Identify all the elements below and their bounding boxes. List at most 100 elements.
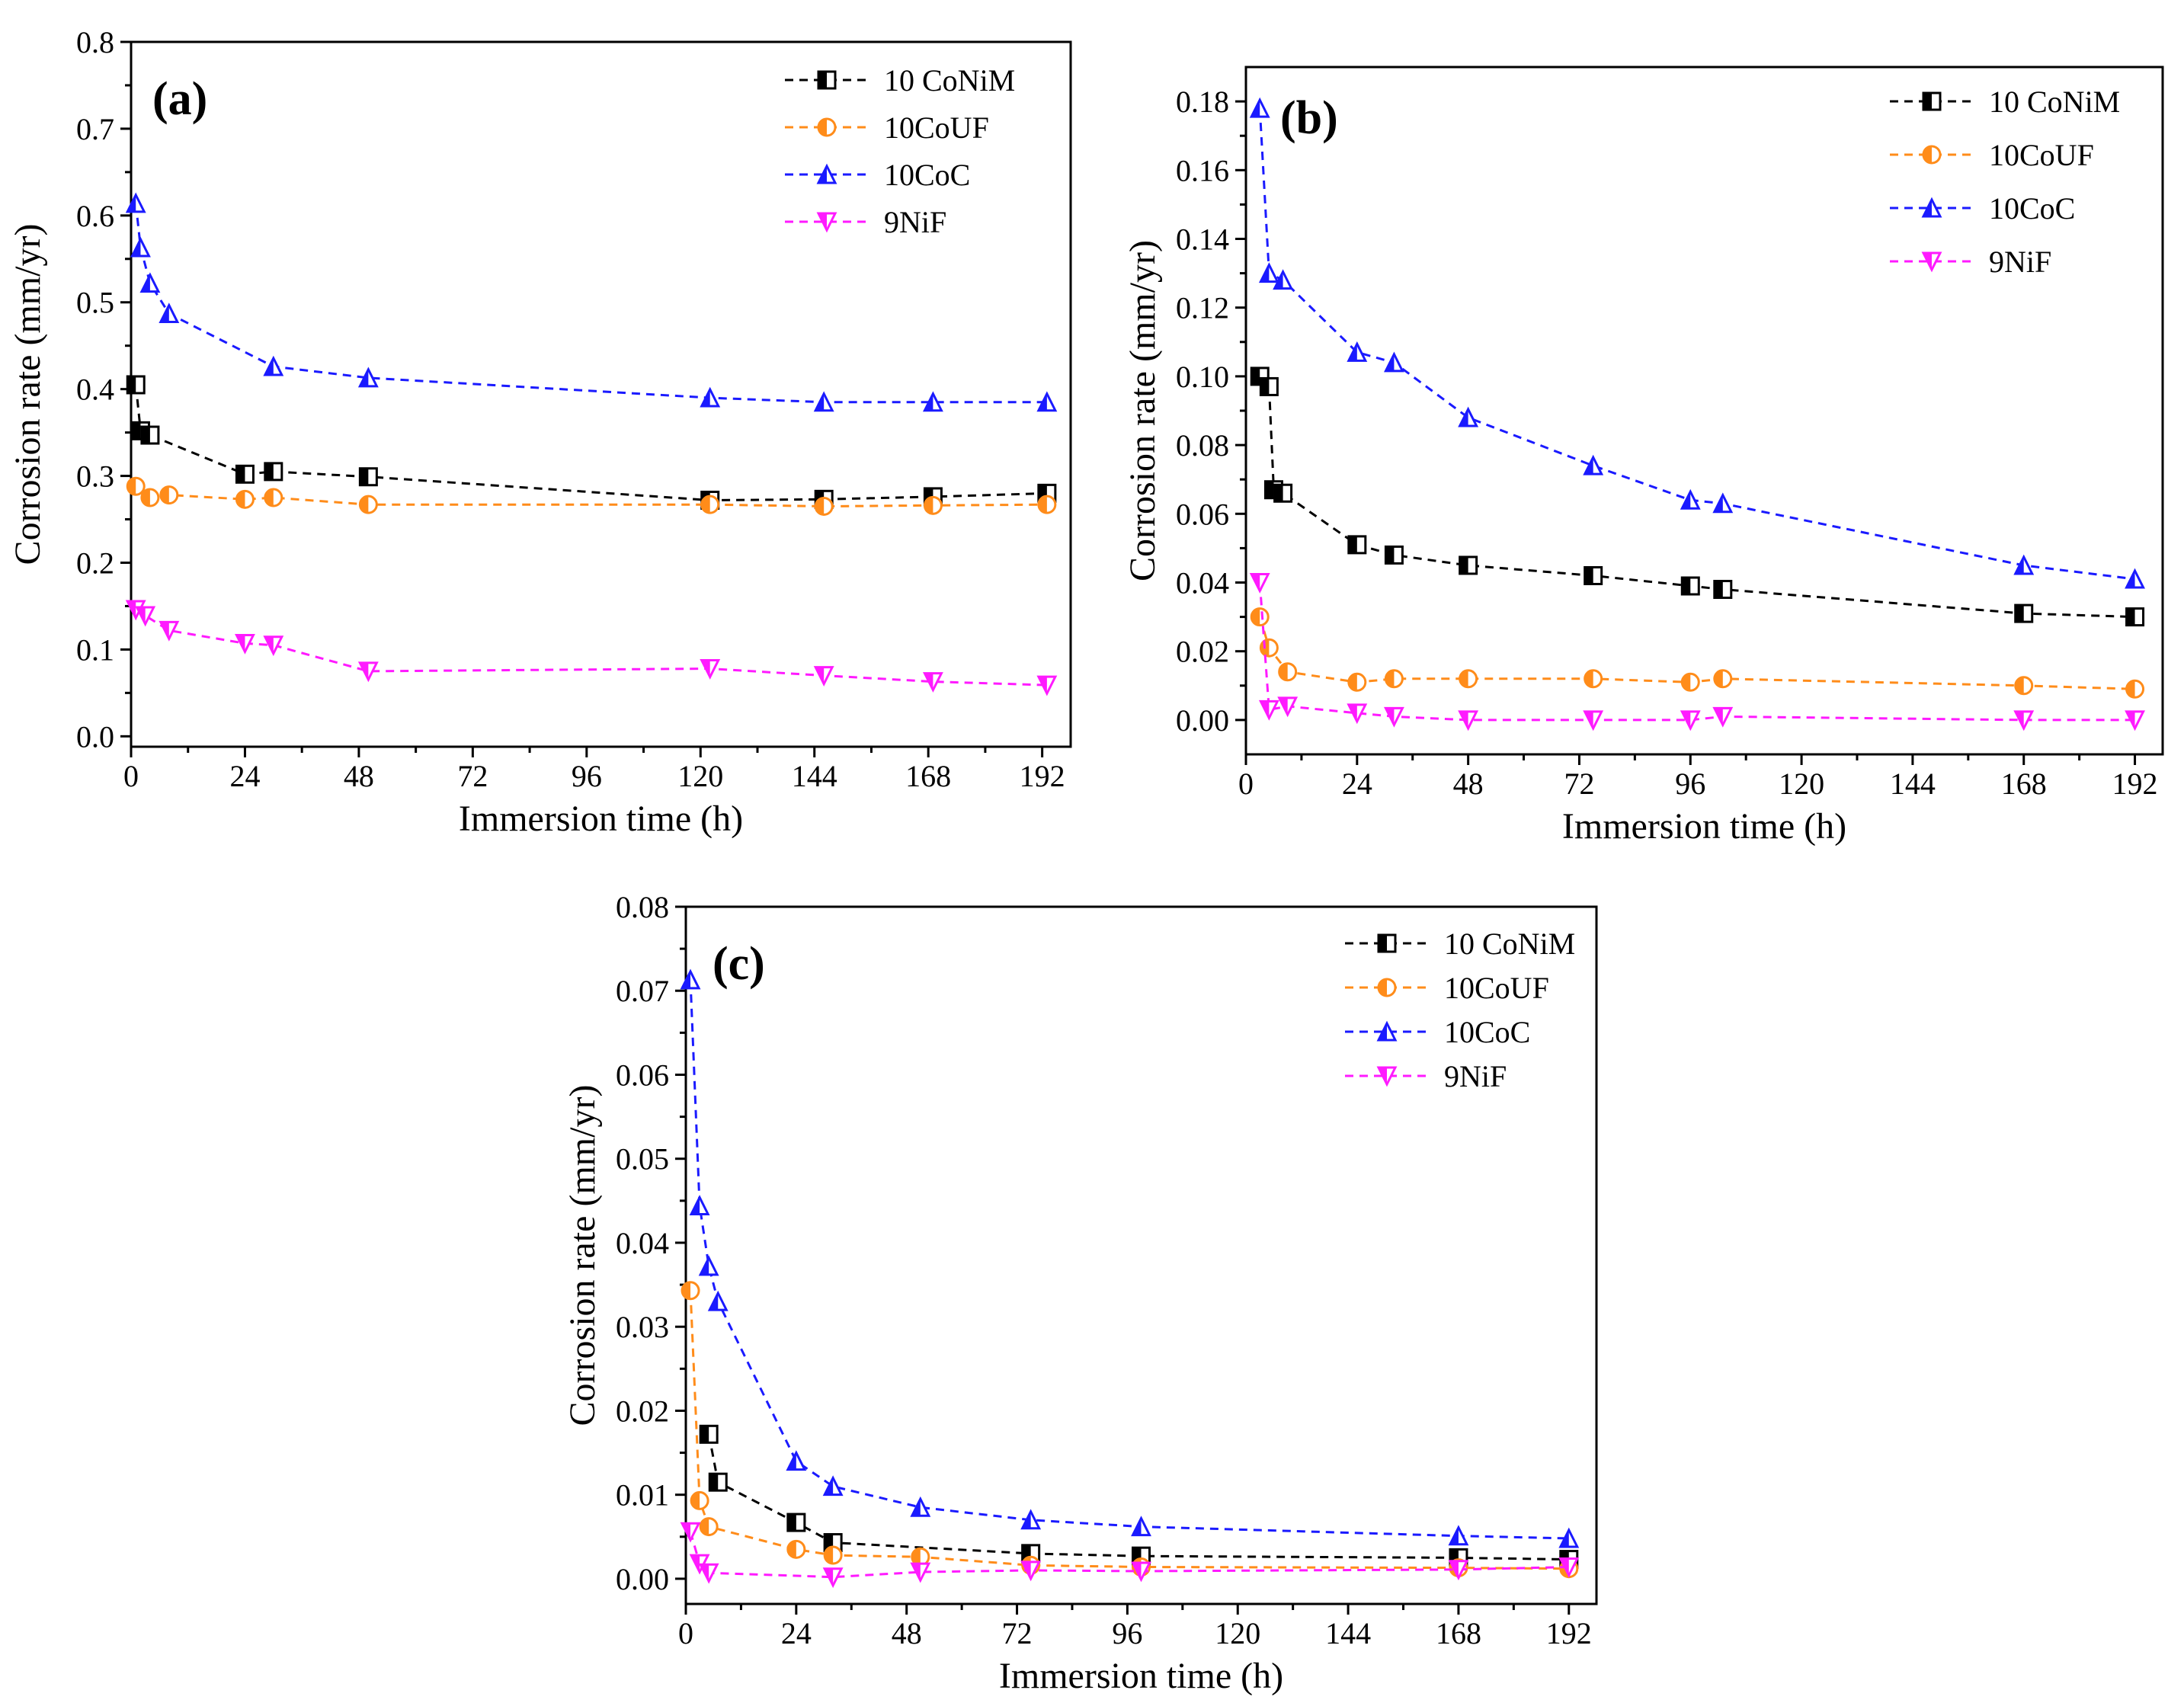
series-9nif-point <box>822 1567 844 1589</box>
legend-label: 10 CoNiM <box>884 63 1015 98</box>
series-9nif <box>1249 573 2145 731</box>
series-10coc-point <box>707 1290 729 1311</box>
series-10coc-point <box>1448 1525 1469 1546</box>
x-tick-label: 48 <box>892 1616 922 1650</box>
series-10coc-point <box>700 386 721 408</box>
legend-item-9nif: 9NiF <box>1345 1059 1507 1093</box>
series-9nif-point <box>1131 1561 1151 1583</box>
series-10couf-point <box>2125 679 2145 699</box>
series-10couf-point <box>1384 669 1404 689</box>
series-10-conim-point <box>235 464 255 484</box>
series-10-conim-point <box>140 425 160 445</box>
y-tick-label: 0.02 <box>616 1394 669 1428</box>
series-10coc-point <box>813 391 834 412</box>
y-tick-label: 0.06 <box>1176 497 1229 531</box>
x-tick-label: 168 <box>1436 1616 1481 1650</box>
y-tick-label: 0.04 <box>616 1226 669 1260</box>
y-tick-label: 0.14 <box>1176 222 1229 257</box>
legend-label: 10CoC <box>1989 191 2075 226</box>
series-10-conim-point <box>708 1472 728 1492</box>
legend-marker <box>1377 978 1397 997</box>
series-10-conim-point <box>1584 565 1603 585</box>
x-tick-label: 0 <box>123 759 139 793</box>
series-10coc <box>125 192 1058 412</box>
series-10-conim-point <box>699 1424 719 1444</box>
x-tick-label: 24 <box>229 759 260 793</box>
series-9nif-point <box>1258 699 1279 721</box>
series-10coc-point <box>130 236 151 258</box>
legend: 10 CoNiM 10CoUF 10CoC 9NiF <box>1345 927 1575 1093</box>
series-10coc-point <box>689 1195 710 1215</box>
y-tick-label: 0.08 <box>616 890 669 924</box>
series-10coc-line <box>134 203 1047 404</box>
series-10coc-point <box>159 303 180 324</box>
legend-marker <box>816 212 837 233</box>
x-tick-label: 120 <box>1779 767 1824 801</box>
x-tick-label: 192 <box>1020 759 1065 793</box>
series-9nif-point <box>263 635 284 657</box>
series-10-conim-point <box>2125 607 2145 627</box>
series-10coc <box>1249 97 2145 589</box>
x-tick-label: 72 <box>1564 767 1594 801</box>
series-10couf-point <box>159 485 179 505</box>
x-tick-label: 72 <box>457 759 488 793</box>
legend-marker <box>1377 933 1397 953</box>
series-9nif-point <box>922 672 943 693</box>
series-9nif-point <box>1036 675 1058 696</box>
series-9nif-point <box>1558 1557 1580 1578</box>
series-9nif-point <box>159 620 180 642</box>
y-tick-label: 0.08 <box>1176 428 1229 463</box>
legend-marker <box>817 70 837 90</box>
series-10-conim-line <box>1259 375 2135 619</box>
series-9nif-point <box>700 658 721 680</box>
series-10-conim-point <box>1713 580 1733 600</box>
y-tick-label: 0.10 <box>1176 360 1229 394</box>
series-9nif-point <box>235 633 255 655</box>
legend-marker <box>1922 91 1942 111</box>
series-9nif-point <box>910 1562 931 1583</box>
y-tick-label: 0.00 <box>1176 703 1229 738</box>
x-tick-label: 168 <box>2001 767 2047 801</box>
series-10couf-point <box>235 489 255 509</box>
legend-item-9nif: 9NiF <box>785 205 946 239</box>
x-axis-title: Immersion time (h) <box>459 799 743 839</box>
series-10coc-point <box>1583 454 1604 475</box>
series-10couf-point <box>923 495 943 515</box>
series-10couf-point <box>690 1490 709 1510</box>
y-tick-label: 0.2 <box>76 546 114 580</box>
series-10couf-point <box>911 1547 930 1567</box>
panel-label: (c) <box>713 938 765 990</box>
series-9nif-point <box>1347 703 1368 725</box>
y-tick-label: 0.4 <box>76 373 114 407</box>
series-10couf <box>126 476 1057 516</box>
y-tick-label: 0.5 <box>76 286 114 320</box>
series-10couf-point <box>2014 676 2034 696</box>
series-10coc-point <box>786 1450 807 1471</box>
y-tick-label: 0.12 <box>1176 291 1229 325</box>
series-10-conim-point <box>786 1513 806 1532</box>
series-10-conim-point <box>1273 483 1293 503</box>
legend-item-10coc: 10CoC <box>1345 1015 1530 1049</box>
legend-item-10coc: 10CoC <box>1890 191 2075 226</box>
x-tick-label: 96 <box>572 759 602 793</box>
y-tick-label: 0.6 <box>76 199 114 233</box>
series-10coc-point <box>1020 1509 1042 1530</box>
series-10couf-point <box>358 495 378 514</box>
series-9nif-line <box>1258 582 2135 722</box>
series-10-conim-point <box>1459 555 1478 575</box>
x-tick-label: 192 <box>2112 767 2158 801</box>
series-10coc-point <box>1680 488 1701 510</box>
y-tick-label: 0.18 <box>1176 85 1229 119</box>
legend-item-9nif: 9NiF <box>1890 245 2051 279</box>
series-10coc-point <box>1458 406 1479 427</box>
legend-item-10-conim: 10 CoNiM <box>1345 927 1575 961</box>
x-tick-label: 0 <box>678 1616 693 1650</box>
legend-marker <box>817 117 837 137</box>
series-10-conim-point <box>264 462 283 482</box>
series-10coc-point <box>1712 492 1734 514</box>
series-10couf-point <box>140 488 160 507</box>
y-axis-title: Corrosion rate (mm/yr) <box>8 224 48 565</box>
series-9nif-point <box>1583 710 1604 731</box>
legend-marker <box>1376 1066 1398 1087</box>
series-9nif-point <box>1712 706 1734 728</box>
